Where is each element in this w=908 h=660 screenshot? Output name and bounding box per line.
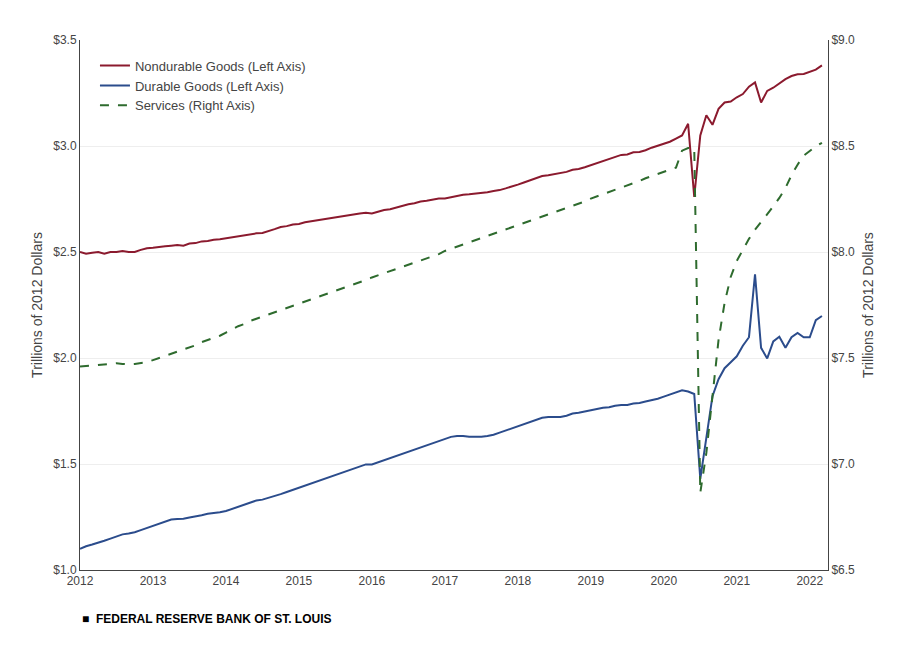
svg-text:$3.0: $3.0	[53, 139, 77, 153]
svg-text:Services (Right Axis): Services (Right Axis)	[135, 98, 255, 113]
svg-text:2019: 2019	[577, 574, 604, 588]
svg-text:$2.0: $2.0	[53, 351, 77, 365]
svg-text:2015: 2015	[286, 574, 313, 588]
svg-text:$6.5: $6.5	[831, 563, 855, 577]
svg-text:$7.0: $7.0	[831, 457, 855, 471]
svg-text:2022: 2022	[796, 574, 823, 588]
svg-text:$1.0: $1.0	[53, 563, 77, 577]
svg-text:$2.5: $2.5	[53, 245, 77, 259]
svg-text:2013: 2013	[140, 574, 167, 588]
svg-text:2012: 2012	[67, 574, 94, 588]
svg-text:Trillions of 2012 Dollars: Trillions of 2012 Dollars	[29, 232, 45, 378]
svg-text:■ FEDERAL RESERVE BANK OF ST.: ■ FEDERAL RESERVE BANK OF ST. LOUIS	[82, 612, 332, 626]
svg-text:$1.5: $1.5	[53, 457, 77, 471]
svg-text:$9.0: $9.0	[831, 33, 855, 47]
svg-text:2021: 2021	[723, 574, 750, 588]
svg-text:$7.5: $7.5	[831, 351, 855, 365]
svg-text:$8.0: $8.0	[831, 245, 855, 259]
svg-text:$8.5: $8.5	[831, 139, 855, 153]
svg-text:2017: 2017	[432, 574, 459, 588]
svg-text:2018: 2018	[504, 574, 531, 588]
svg-text:Nondurable Goods (Left Axis): Nondurable Goods (Left Axis)	[135, 59, 306, 74]
svg-text:$3.5: $3.5	[53, 33, 77, 47]
svg-text:2020: 2020	[650, 574, 677, 588]
svg-text:2016: 2016	[359, 574, 386, 588]
svg-text:Durable Goods (Left Axis): Durable Goods (Left Axis)	[135, 79, 284, 94]
svg-text:2014: 2014	[213, 574, 240, 588]
svg-text:Trillions of 2012 Dollars: Trillions of 2012 Dollars	[860, 232, 876, 378]
